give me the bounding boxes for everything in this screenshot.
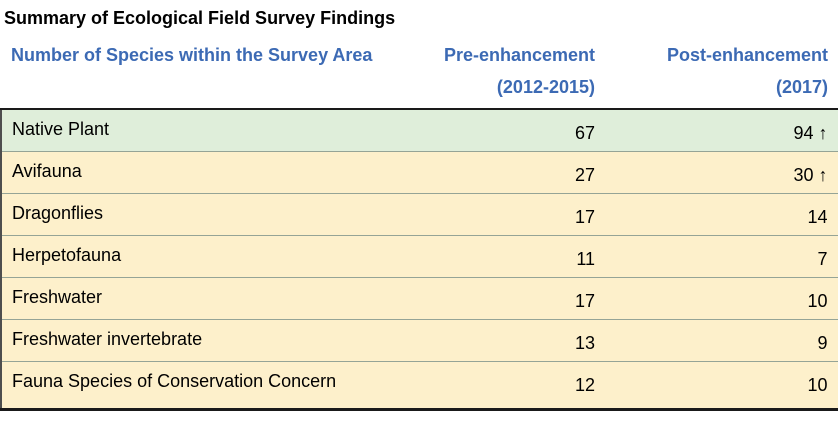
pre-enhancement-value-cell: 17 (398, 277, 598, 320)
page-title: Summary of Ecological Field Survey Findi… (4, 8, 396, 28)
up-arrow-icon: ↑ (818, 164, 828, 185)
pre-enhancement-value-cell: 17 (398, 193, 598, 236)
post-enhancement-value-cell: 7 (598, 235, 838, 278)
survey-summary-page: Summary of Ecological Field Survey Findi… (0, 8, 838, 411)
column-header-post-enhancement: Post-enhancement (2017) (598, 34, 838, 110)
species-name-cell: Dragonflies (0, 193, 398, 236)
pre-enhancement-value-cell: 12 (398, 361, 598, 410)
pre-enhancement-value-cell: 11 (398, 235, 598, 278)
species-name-cell: Freshwater (0, 277, 398, 320)
post-enhancement-value: 30 (793, 164, 814, 185)
column-header-post-label: Post-enhancement (666, 45, 828, 65)
post-enhancement-value: 94 (793, 123, 814, 143)
post-enhancement-value-cell: 94 ↑ (598, 109, 838, 152)
pre-enhancement-value-cell: 13 (398, 319, 598, 362)
post-enhancement-value: 10 (807, 374, 828, 395)
species-name-cell: Freshwater invertebrate (0, 319, 398, 362)
species-name-cell: Avifauna (0, 151, 398, 194)
table-row: Dragonflies 17 14 (0, 193, 838, 236)
post-enhancement-value-cell: 14 (598, 193, 838, 236)
table-header: Number of Species within the Survey Area… (1, 34, 838, 110)
species-name-cell: Fauna Species of Conservation Concern (0, 361, 398, 410)
table-body: Native Plant 67 94 ↑ Avifauna 27 30 ↑ Drag… (0, 109, 838, 410)
post-enhancement-value-cell: 10 (598, 277, 838, 320)
table-row: Fauna Species of Conservation Concern 12… (0, 361, 838, 410)
post-enhancement-value-cell: 9 (598, 319, 838, 362)
post-enhancement-value: 14 (807, 206, 828, 227)
table-row: Native Plant 67 94 ↑ (0, 109, 838, 152)
post-enhancement-value: 10 (807, 290, 828, 311)
post-enhancement-value-cell: 30 ↑ (598, 151, 838, 194)
column-header-species: Number of Species within the Survey Area (1, 34, 398, 110)
post-enhancement-value: 9 (817, 332, 828, 353)
table-row: Herpetofauna 11 7 (0, 235, 838, 278)
table-row: Avifauna 27 30 ↑ (0, 151, 838, 194)
column-header-pre-enhancement: Pre-enhancement (2012-2015) (398, 34, 598, 110)
table-row: Freshwater invertebrate 13 9 (0, 319, 838, 362)
post-enhancement-value-cell: 10 (598, 361, 838, 410)
up-arrow-icon: ↑ (818, 123, 828, 143)
column-header-post-years: (2017) (775, 77, 828, 97)
pre-enhancement-value-cell: 27 (398, 151, 598, 194)
survey-table: Number of Species within the Survey Area… (0, 34, 838, 411)
pre-enhancement-value-cell: 67 (398, 109, 598, 152)
header-row: Number of Species within the Survey Area… (1, 34, 838, 110)
table-row: Freshwater 17 10 (0, 277, 838, 320)
species-name-cell: Native Plant (0, 109, 398, 152)
column-header-pre-label: Pre-enhancement (443, 45, 595, 65)
species-name-cell: Herpetofauna (0, 235, 398, 278)
column-header-pre-years: (2012-2015) (496, 77, 595, 97)
post-enhancement-value: 7 (817, 248, 828, 269)
